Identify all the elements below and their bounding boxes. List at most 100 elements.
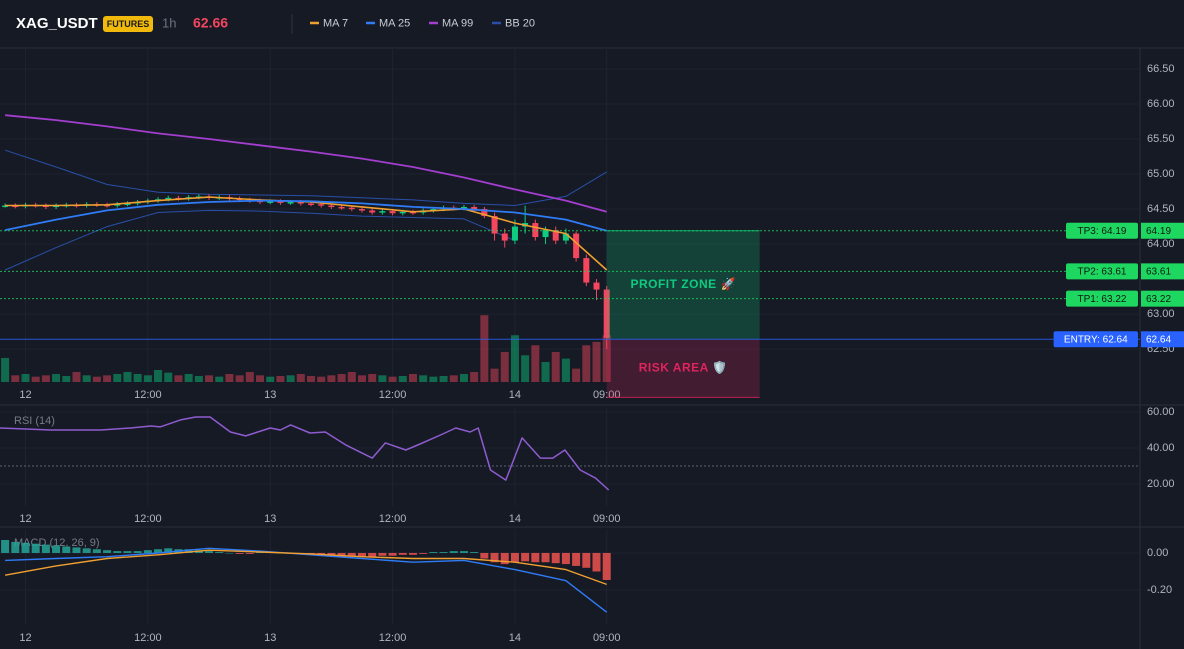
volume-bar — [133, 373, 142, 382]
candle-body — [491, 216, 498, 234]
volume-bar — [286, 375, 295, 382]
histogram-bar — [490, 552, 499, 563]
y-tick-label: 64.00 — [1147, 238, 1175, 250]
level-label: TP1: 63.22 — [1078, 294, 1127, 305]
volume-bar — [31, 376, 40, 382]
y-tick-label: -0.20 — [1147, 584, 1172, 596]
histogram-bar — [561, 552, 570, 565]
level-label: ENTRY: 62.64 — [1064, 334, 1128, 345]
volume-bar — [337, 373, 346, 382]
candle-body — [338, 206, 345, 209]
level-label: TP3: 64.19 — [1078, 226, 1127, 237]
volume-bar — [21, 373, 30, 382]
volume-bar — [521, 355, 530, 382]
volume-bar — [327, 375, 336, 382]
volume-bar — [52, 373, 61, 382]
y-tick-label: 65.50 — [1147, 133, 1175, 145]
x-tick-label: 12:00 — [379, 513, 407, 525]
x-tick-label: 09:00 — [593, 389, 621, 401]
x-tick-label: 12 — [19, 632, 31, 644]
y-tick-label: 65.00 — [1147, 168, 1175, 180]
histogram-bar — [92, 549, 101, 553]
badge: FUTURES — [107, 19, 150, 29]
x-tick-label: 12:00 — [134, 389, 162, 401]
histogram-bar — [41, 544, 50, 553]
candle-body — [277, 201, 284, 203]
candle-body — [399, 211, 406, 214]
histogram-bar — [72, 547, 81, 553]
candle-body — [593, 282, 600, 290]
histogram-bar — [510, 552, 519, 563]
histogram-bar — [205, 551, 214, 553]
candle-body — [287, 202, 294, 204]
axis-tag — [1141, 290, 1184, 307]
volume-bar — [582, 345, 591, 382]
x-tick-label: 14 — [509, 632, 521, 644]
histogram-bar — [429, 552, 438, 553]
volume-bar — [194, 375, 203, 382]
x-tick-label: 13 — [264, 513, 276, 525]
symbol: XAG_USDT — [16, 15, 98, 32]
candle-body — [124, 203, 131, 205]
x-tick-label: 12:00 — [379, 389, 407, 401]
histogram-bar — [113, 551, 122, 553]
y-tick-label: 0.00 — [1147, 547, 1168, 559]
volume-bar — [11, 375, 20, 382]
candle-body — [552, 230, 559, 241]
volume-bar — [1, 357, 10, 382]
volume-bar — [276, 375, 285, 382]
candle-body — [471, 206, 478, 210]
histogram-bar — [337, 552, 346, 557]
legend-label: MA 99 — [442, 17, 473, 29]
volume-bar — [256, 375, 265, 382]
volume-bar — [347, 371, 356, 382]
volume-bar — [164, 372, 173, 382]
macd-line — [5, 547, 608, 613]
volume-bar — [510, 335, 519, 382]
x-tick-label: 09:00 — [593, 632, 621, 644]
histogram-bar — [459, 551, 468, 553]
histogram-bar — [21, 542, 30, 553]
volume-bar — [235, 375, 244, 382]
histogram-bar — [582, 552, 591, 568]
volume-bar — [154, 369, 163, 382]
candle-body — [501, 233, 508, 241]
histogram-bar — [541, 552, 550, 563]
zone-label: RISK AREA 🛡️ — [639, 361, 728, 375]
histogram-bar — [470, 552, 479, 553]
volume-bar — [388, 376, 397, 382]
volume-bar — [225, 373, 234, 382]
volume-bar — [470, 371, 479, 382]
histogram-bar — [368, 552, 377, 557]
level-box — [1066, 263, 1138, 280]
candle-body — [297, 202, 304, 204]
x-tick-label: 12 — [19, 513, 31, 525]
histogram-bar — [154, 549, 163, 553]
x-tick-label: 12:00 — [134, 513, 162, 525]
volume-bar — [408, 373, 417, 382]
volume-bar — [62, 375, 71, 382]
histogram-bar — [133, 551, 142, 553]
x-tick-label: 13 — [264, 632, 276, 644]
axis-tag-label: 63.22 — [1146, 294, 1171, 305]
candle-body — [562, 233, 569, 241]
x-tick-label: 09:00 — [593, 513, 621, 525]
histogram-bar — [164, 548, 173, 553]
candle-body — [511, 226, 518, 241]
volume-bar — [184, 373, 193, 382]
histogram-bar — [143, 550, 152, 553]
candle-body — [532, 223, 539, 238]
histogram-bar — [551, 552, 560, 564]
bollinger-band — [4, 149, 607, 206]
volume-bar — [561, 358, 570, 382]
candle-body — [318, 204, 325, 206]
last-price: 62.66 — [193, 15, 228, 31]
candle-body — [267, 201, 274, 203]
candle-body — [460, 206, 467, 209]
histogram-bar — [1, 540, 10, 553]
volume-bar — [174, 375, 183, 382]
candle-body — [348, 207, 355, 210]
interval: 1h — [162, 15, 176, 30]
